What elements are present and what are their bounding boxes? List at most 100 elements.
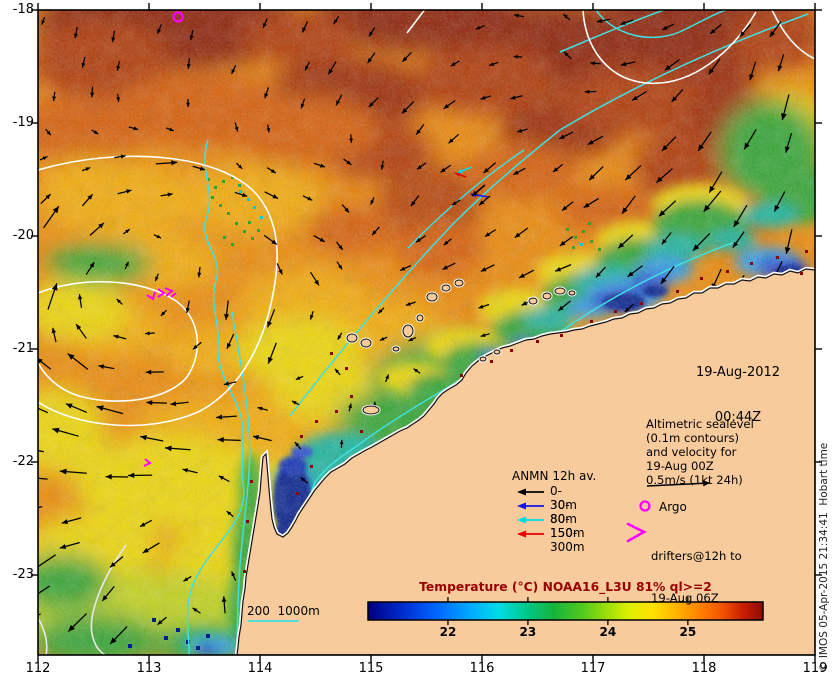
sst-speckle xyxy=(590,240,593,243)
sst-speckle xyxy=(207,178,210,181)
altimetric-line: and velocity for xyxy=(646,445,737,459)
sst-speckle xyxy=(574,236,577,239)
drifters-label: drifters@12h to 19-Aug 06Z xyxy=(651,521,742,633)
map-datetime: 19-Aug-2012 00:44Z xyxy=(660,335,816,455)
sst-speckle xyxy=(588,222,591,225)
bathymetry-contour xyxy=(289,13,809,417)
anmn-legend-item: 0-30m xyxy=(514,484,577,512)
sst-speckle xyxy=(211,196,214,199)
flagged-pixel xyxy=(246,520,249,523)
y-axis-tick-label: -19 xyxy=(12,115,34,130)
bathymetry-contour xyxy=(559,10,665,53)
land-mass xyxy=(236,268,815,655)
flagged-pixel xyxy=(560,334,563,337)
argo-float-icon xyxy=(639,500,651,512)
colorbar xyxy=(367,601,764,621)
sst-speckle xyxy=(243,230,246,233)
island xyxy=(426,292,438,302)
y-axis-tick-label: -21 xyxy=(12,341,34,356)
flagged-pixel xyxy=(490,360,493,363)
x-axis-tick-label: 117 xyxy=(580,661,606,676)
flagged-pixel xyxy=(335,410,338,413)
flagged-pixel xyxy=(250,480,253,483)
colorbar-tick-label: 23 xyxy=(519,625,537,639)
colorbar-tick-label: 22 xyxy=(439,625,457,639)
sealevel-contour xyxy=(406,10,426,34)
island xyxy=(542,292,552,300)
x-axis-tick-label: 116 xyxy=(469,661,495,676)
anmn-depth-arrow-icon xyxy=(517,502,544,509)
island xyxy=(360,338,372,348)
island xyxy=(554,287,566,295)
flagged-pixel xyxy=(614,310,617,313)
altimetric-line: 19-Aug 00Z xyxy=(646,459,714,473)
island xyxy=(441,284,451,292)
datetime-date: 19-Aug-2012 xyxy=(695,365,781,380)
flagged-pixel xyxy=(300,435,303,438)
colorbar-tick-label: 25 xyxy=(679,625,697,639)
anmn-depth-arrow-icon xyxy=(517,488,544,495)
anmn-depth-arrow-icon xyxy=(517,530,544,537)
altimetric-line: 0.5m/s (1kt 24h) xyxy=(646,473,743,487)
flagged-pixel xyxy=(350,395,353,398)
flagged-pixel xyxy=(460,374,463,377)
drifters-label-line1: drifters@12h to xyxy=(651,549,742,563)
flagged-pixel xyxy=(243,570,246,573)
drifter-track-icon xyxy=(143,458,152,467)
drifter-legend-icon xyxy=(626,522,647,543)
flagged-pixel xyxy=(345,367,348,370)
flagged-pixel xyxy=(310,465,313,468)
anmn-legend-item: 150-300m xyxy=(514,526,585,554)
sealevel-contour xyxy=(582,10,757,85)
sst-speckle xyxy=(566,228,569,231)
sst-speckle xyxy=(572,246,575,249)
island xyxy=(493,349,501,355)
flagged-pixel xyxy=(330,352,333,355)
flagged-pixel xyxy=(800,272,803,275)
drifter-track-icon xyxy=(146,291,156,301)
anmn-depth-label: 0-30m xyxy=(550,484,577,512)
sealevel-contour xyxy=(38,155,278,427)
altimetric-line: Altimetric sealevel xyxy=(646,417,754,431)
sst-speckle xyxy=(227,212,230,215)
island xyxy=(528,297,538,305)
flagged-pixel xyxy=(776,256,779,259)
flagged-pixel xyxy=(315,420,318,423)
altimetric-line: (0.1m contours) xyxy=(646,431,740,445)
bathymetry-contour xyxy=(595,10,727,39)
flagged-pixel xyxy=(750,262,753,265)
island xyxy=(402,324,414,338)
datetime-time: 00:44Z xyxy=(714,410,762,425)
anmn-depth-label: 30-80m xyxy=(550,498,577,526)
bathymetry-contour xyxy=(186,139,245,655)
sealevel-contour xyxy=(38,281,199,402)
y-axis-tick-label: -18 xyxy=(12,2,34,17)
anmn-legend-item: 30-80m xyxy=(514,498,577,526)
plot-border xyxy=(37,9,816,656)
x-axis-tick-label: 114 xyxy=(247,661,273,676)
sst-speckle xyxy=(214,186,217,189)
flagged-pixel xyxy=(536,340,539,343)
flagged-pixel xyxy=(360,430,363,433)
x-axis-tick-label: 118 xyxy=(691,661,717,676)
island xyxy=(568,290,576,296)
sst-speckle xyxy=(257,229,260,232)
island xyxy=(454,279,464,287)
x-axis-tick-label: 113 xyxy=(136,661,162,676)
island xyxy=(416,314,424,322)
bathymetry-contour xyxy=(231,311,251,655)
island xyxy=(392,346,400,352)
flagged-pixel xyxy=(676,290,679,293)
sst-speckle xyxy=(223,236,226,239)
colorbar-tick-label: 24 xyxy=(599,625,617,639)
flagged-pixel xyxy=(640,302,643,305)
flagged-pixel xyxy=(726,270,729,273)
isobath-scale-label: 200 1000m xyxy=(247,604,320,618)
anmn-legend-item: 80-150m xyxy=(514,512,585,540)
drifter-track-icon xyxy=(157,288,166,298)
sst-speckle xyxy=(238,184,241,187)
y-axis-tick-label: -22 xyxy=(12,454,34,469)
sst-speckle xyxy=(248,221,251,224)
